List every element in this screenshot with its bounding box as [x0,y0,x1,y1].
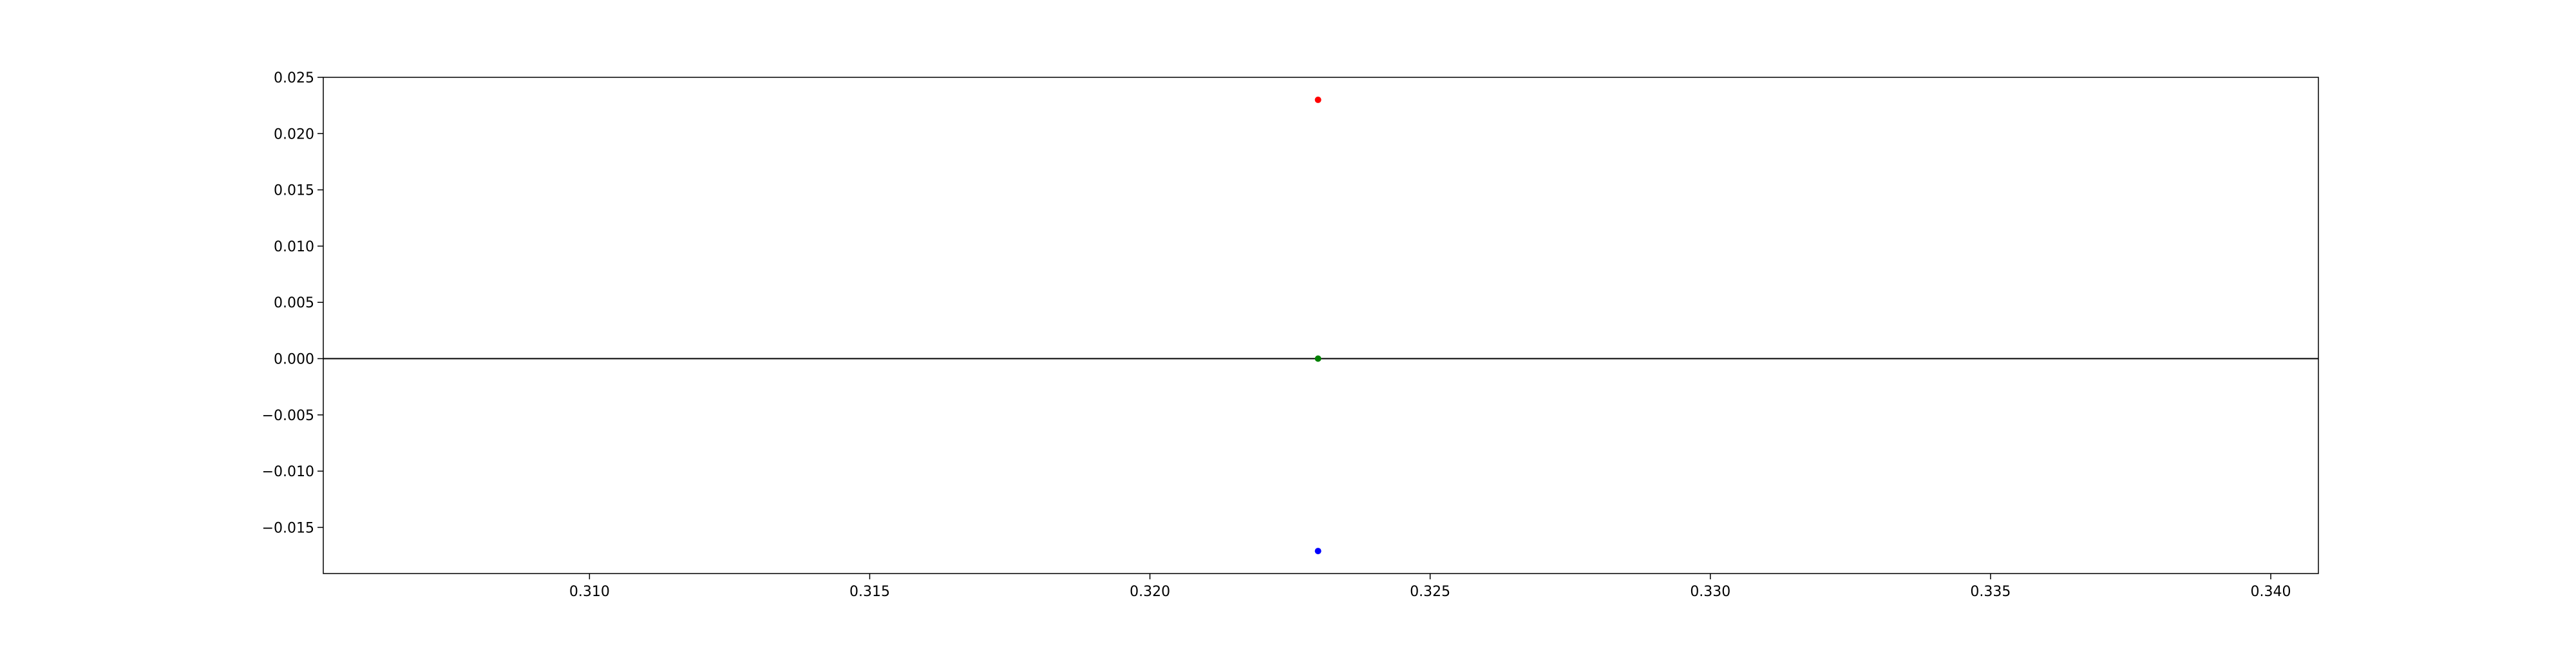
x-tick-label: 0.330 [1690,584,1730,600]
data-point [1314,96,1321,103]
y-axis: 0.025 0.020 0.015 0.010 0.005 0.000 −0.005 −0.0… [262,70,323,536]
y-tick-label: −0.010 [262,464,314,480]
x-tick-label: 0.325 [1410,584,1450,600]
y-tick-label: −0.015 [262,520,314,536]
x-tick-label: 0.310 [569,584,610,600]
x-tick-label: 0.335 [1970,584,2011,600]
x-tick-label: 0.320 [1130,584,1170,600]
y-tick-label: 0.010 [274,239,314,255]
x-tick-label: 0.340 [2251,584,2291,600]
data-point [1314,548,1321,555]
y-tick-label: 0.015 [274,183,314,199]
data-points [1314,96,1321,555]
y-tick-label: −0.005 [262,408,314,424]
y-tick-label: 0.000 [274,352,314,368]
y-tick-label: 0.020 [274,126,314,142]
data-point [1314,355,1321,362]
y-tick-label: 0.005 [274,295,314,311]
plot-area-frame [323,77,2319,574]
x-axis: 0.310 0.315 0.320 0.325 0.330 0.335 0.340 [569,574,2291,600]
y-tick-label: 0.025 [274,70,314,86]
x-tick-label: 0.315 [849,584,890,600]
